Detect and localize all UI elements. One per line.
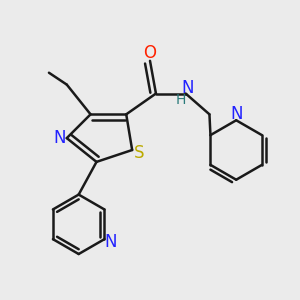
Text: S: S bbox=[134, 144, 145, 162]
Text: N: N bbox=[53, 129, 66, 147]
Text: N: N bbox=[230, 105, 242, 123]
Text: N: N bbox=[181, 79, 194, 97]
Text: H: H bbox=[176, 93, 186, 107]
Text: O: O bbox=[143, 44, 157, 62]
Text: N: N bbox=[104, 233, 117, 251]
